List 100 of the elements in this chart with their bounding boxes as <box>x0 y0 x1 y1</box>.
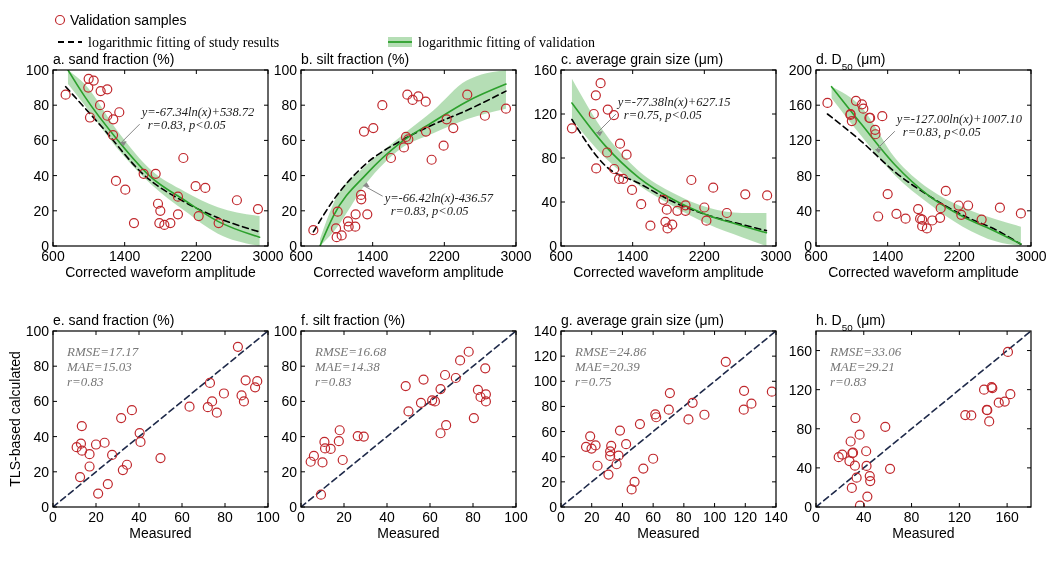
point <box>413 91 424 102</box>
x-tick-label: 1400 <box>617 248 649 264</box>
point <box>90 439 102 450</box>
point <box>99 437 110 448</box>
point <box>240 375 251 386</box>
annotation: RMSE=17.17 <box>66 344 139 359</box>
point <box>238 396 250 407</box>
point <box>95 86 106 97</box>
x-tick-label: 160 <box>995 509 1019 525</box>
point <box>480 363 491 374</box>
point <box>978 384 990 395</box>
annotation: y=-77.38ln(x)+627.15 r=0.75, p<0.05 <box>615 95 731 123</box>
point <box>352 430 363 442</box>
point <box>658 194 669 205</box>
point <box>110 175 122 186</box>
point <box>126 405 138 416</box>
point <box>83 82 94 93</box>
point <box>762 190 773 201</box>
point <box>420 96 431 107</box>
point <box>595 78 606 89</box>
point <box>479 110 491 121</box>
y-tick-label: 100 <box>273 62 298 78</box>
annotation: RMSE=24.86 <box>574 344 647 359</box>
point <box>480 396 491 407</box>
point <box>648 453 659 464</box>
point <box>638 463 649 474</box>
x-axis-title: Corrected waveform amplitude <box>828 264 1020 280</box>
point <box>250 382 261 393</box>
point <box>334 425 345 436</box>
point <box>1005 389 1016 400</box>
annotation: RMSE=16.68 <box>314 344 387 359</box>
point <box>308 450 319 462</box>
point <box>837 449 848 460</box>
point <box>1002 346 1014 358</box>
point <box>846 115 857 127</box>
y-tick-label: 20 <box>33 463 50 480</box>
y-tick-label: 40 <box>281 428 298 445</box>
y-tick-label: 40 <box>796 459 813 476</box>
y-tick-label: 80 <box>33 358 50 375</box>
y-tick-label: 120 <box>788 132 813 149</box>
x-tick-label: 120 <box>947 509 972 525</box>
point <box>662 223 673 234</box>
point <box>590 440 601 451</box>
point <box>362 209 373 220</box>
annotation: MAE=20.39 <box>574 359 641 374</box>
point <box>891 208 902 219</box>
point <box>953 200 964 211</box>
y-tick-label: 40 <box>541 448 558 465</box>
point <box>849 460 861 471</box>
point <box>138 168 149 179</box>
point <box>317 457 328 468</box>
point <box>844 455 855 467</box>
point <box>84 112 96 123</box>
point <box>107 130 119 141</box>
x-tick-label: 3000 <box>760 248 792 264</box>
x-tick-label: 1400 <box>872 248 904 264</box>
point <box>701 215 712 226</box>
y-tick-label: 40 <box>796 202 813 219</box>
point <box>71 442 82 453</box>
chart-title: g. average grain size (μm) <box>561 312 724 328</box>
point <box>88 75 99 86</box>
point <box>75 438 87 449</box>
point <box>984 416 995 427</box>
y-tick-label: 60 <box>33 132 50 149</box>
x-tick-label: 40 <box>131 509 147 525</box>
point <box>921 223 932 234</box>
x-axis-title: Corrected waveform amplitude <box>65 264 257 280</box>
point <box>343 221 354 232</box>
point <box>614 425 626 436</box>
point <box>833 452 844 463</box>
x-tick-label: 60 <box>422 509 438 525</box>
point <box>994 202 1006 213</box>
point <box>614 138 626 149</box>
point <box>475 391 486 403</box>
y-tick-label: 140 <box>533 323 558 339</box>
point <box>586 443 597 454</box>
point <box>150 168 161 179</box>
annotation: r=0.75 <box>575 374 613 389</box>
point <box>134 427 145 439</box>
y-tick-label: 80 <box>281 358 298 375</box>
point <box>172 209 184 220</box>
point <box>660 216 671 227</box>
x-tick-label: 1400 <box>357 248 389 264</box>
point <box>415 397 427 408</box>
point <box>738 385 750 396</box>
x-tick-label: 80 <box>676 509 692 525</box>
x-tick-label: 40 <box>855 509 872 525</box>
point <box>102 110 113 121</box>
x-tick-label: 20 <box>583 509 600 525</box>
x-axis-title: Measured <box>377 525 440 541</box>
y-tick-label: 100 <box>25 323 50 339</box>
chart-title: a. sand fraction (%) <box>53 51 175 67</box>
y-tick-label: 20 <box>541 473 558 490</box>
legend-label: Validation samples <box>70 12 187 28</box>
point <box>84 449 95 460</box>
point <box>708 182 719 193</box>
point <box>152 198 164 209</box>
y-tick-label: 20 <box>281 463 298 480</box>
x-tick-label: 2200 <box>428 248 461 264</box>
point <box>645 220 656 231</box>
